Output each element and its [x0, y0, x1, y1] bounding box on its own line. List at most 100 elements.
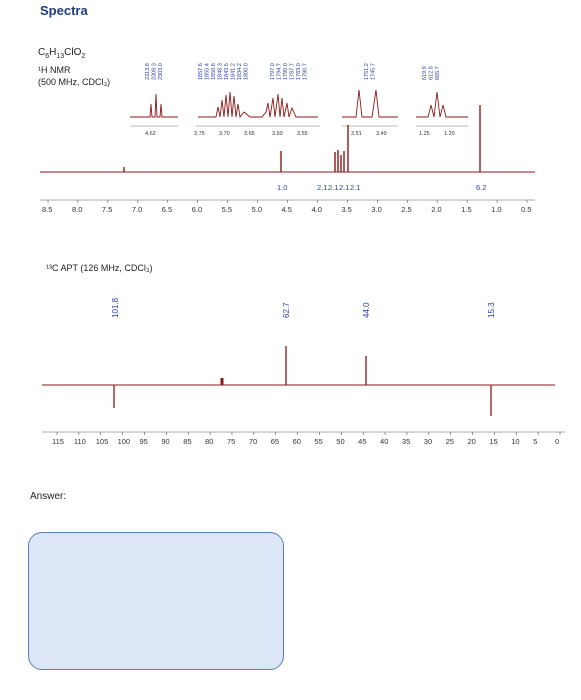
integral-label: 6.2 [476, 183, 486, 192]
answer-label: Answer: [30, 491, 67, 502]
inset-frequency-label: 1855.4 [205, 63, 211, 80]
inset-frequency-label: 1843.5 [224, 63, 230, 80]
inset-tick-label: 4.62 [145, 131, 156, 137]
molecular-formula: C6H13ClO2 [38, 47, 86, 60]
inset-tick-label: 3.55 [297, 131, 308, 137]
inset-multiplet-3-6 [198, 91, 318, 119]
c13-tick-label: 110 [74, 437, 86, 446]
c13-tick-label: 20 [468, 437, 476, 446]
hnmr-tick-label: 8.5 [42, 205, 52, 214]
hnmr-tick-label: 7.0 [132, 205, 142, 214]
hnmr-tick-label: 3.5 [341, 205, 351, 214]
c13-peak-label: 44.0 [362, 302, 371, 318]
hnmr-integrals: 1.0 2.1 2.1 2.1 2.1 6.2 [277, 183, 486, 192]
inset-frequency-label: 1834.2 [237, 63, 243, 80]
inset-frequency-label: 619.9 [422, 66, 428, 80]
inset-tick-label: 3.49 [376, 131, 387, 137]
c13-axis-ticks: 115 110 105 100 95 90 85 80 75 70 65 60 55 50 45 40 35 30… [52, 432, 561, 446]
c13-tick-label: 60 [293, 437, 301, 446]
c13-tick-label: 25 [446, 437, 454, 446]
c13-tick-label: 5 [533, 437, 537, 446]
c13-tick-label: 80 [205, 437, 213, 446]
integral-label: 1.0 [277, 183, 287, 192]
inset-frequency-label: 1790.0 [283, 63, 289, 80]
c13-tick-label: 105 [96, 437, 109, 446]
c13-tick-label: 50 [336, 437, 344, 446]
c13-tick-label: 65 [271, 437, 279, 446]
c13-tick-label: 115 [52, 437, 64, 446]
c13-spectrum: 101.8 62.7 44.0 15.3 115 110 105 100 95 90 85 8… [42, 297, 565, 446]
inset-frequency-label: 1797.0 [270, 63, 276, 80]
inset-frequency-label: 1857.6 [198, 63, 204, 80]
inset-frequency-label: 1751.2 [364, 63, 370, 80]
hnmr-label: ¹H NMR (500 MHz, CDCl₃) [38, 64, 110, 88]
integral-label: 2.1 [328, 183, 338, 192]
inset-tick-label: 3.75 [194, 131, 205, 137]
c13-tick-label: 75 [227, 437, 235, 446]
inset-multiplet-1-2 [416, 91, 468, 118]
hnmr-tick-label: 8.0 [72, 205, 82, 214]
hnmr-axis-ticks: 8.5 8.0 7.5 7.0 6.5 6.0 5.5 5.0 4.5 4.0 3.5 3.0 2.5 2… [42, 200, 531, 214]
c13-tick-label: 45 [358, 437, 366, 446]
hnmr-tick-label: 6.5 [162, 205, 172, 214]
integral-label: 2.1 [350, 183, 360, 192]
c13-label: ¹³C APT (126 MHz, CDCl₃) [46, 263, 153, 273]
inset-frequency-label: 1800.0 [244, 63, 250, 80]
c13-tick-label: 35 [402, 437, 410, 446]
answer-box[interactable] [28, 532, 284, 670]
hnmr-tick-label: 6.0 [192, 205, 202, 214]
hnmr-tick-label: 1.0 [491, 205, 501, 214]
hnmr-peaks [123, 105, 481, 172]
c13-tick-label: 30 [424, 437, 432, 446]
c13-peak-label: 62.7 [282, 302, 291, 318]
inset-tick-label: 3.70 [219, 131, 230, 137]
c13-peaks [113, 346, 492, 416]
inset-frequency-label: 612.8 [429, 66, 435, 80]
inset-frequency-label: 1850.6 [211, 63, 217, 80]
c13-tick-label: 90 [161, 437, 169, 446]
inset-multiplets [130, 89, 468, 119]
c13-tick-label: 40 [380, 437, 388, 446]
inset-frequency-label: 1787.7 [290, 63, 296, 80]
c13-tick-label: 55 [314, 437, 322, 446]
hnmr-tick-label: 1.5 [461, 205, 471, 214]
inset-frequency-label: 1745.7 [371, 63, 377, 80]
c13-tick-label: 10 [511, 437, 519, 446]
c13-peak-labels: 101.8 62.7 44.0 15.3 [111, 297, 496, 318]
c13-tick-label: 0 [555, 437, 559, 446]
c13-peak-label: 15.3 [487, 302, 496, 318]
inset-multiplet-4-62 [130, 93, 178, 118]
inset-frequency-labels: 2313.8 2308.3 2303.0 1857.6 1855.4 1850.6 1848… [145, 63, 441, 80]
inset-tick-label: 1.25 [419, 131, 430, 137]
hnmr-tick-label: 2.5 [401, 205, 411, 214]
inset-frequency-label: 2313.8 [145, 63, 151, 80]
hnmr-tick-label: 5.5 [222, 205, 232, 214]
c13-tick-label: 15 [489, 437, 497, 446]
inset-frequency-label: 1794.7 [277, 63, 283, 80]
hnmr-tick-label: 0.5 [521, 205, 531, 214]
c13-tick-label: 100 [118, 437, 131, 446]
inset-frequency-label: 1783.0 [296, 63, 302, 80]
integral-label: 2.1 [339, 183, 349, 192]
hnmr-tick-label: 2.0 [431, 205, 441, 214]
inset-frequency-label: 2303.0 [158, 63, 164, 80]
inset-tick-label: 3.60 [272, 131, 283, 137]
inset-frequency-label: 1848.3 [218, 63, 224, 80]
inset-multiplet-3-5 [342, 89, 398, 118]
inset-frequency-label: 605.7 [435, 66, 441, 80]
c13-peak-label: 101.8 [111, 297, 120, 318]
integral-label: 2.1 [317, 183, 327, 192]
c13-tick-label: 95 [139, 437, 147, 446]
hnmr-tick-label: 4.5 [282, 205, 292, 214]
inset-tick-label: 3.65 [244, 131, 255, 137]
inset-frequency-label: 1780.7 [303, 63, 309, 80]
page-title: Spectra [40, 3, 88, 18]
hnmr-tick-label: 4.0 [311, 205, 321, 214]
hnmr-tick-label: 5.0 [252, 205, 262, 214]
inset-tick-label: 3.51 [351, 131, 362, 137]
hnmr-tick-label: 3.0 [371, 205, 381, 214]
c13-tick-label: 70 [249, 437, 257, 446]
hnmr-label-line1: ¹H NMR [38, 65, 71, 75]
c13-tick-label: 85 [183, 437, 191, 446]
hnmr-label-line2: (500 MHz, CDCl₃) [38, 77, 111, 87]
